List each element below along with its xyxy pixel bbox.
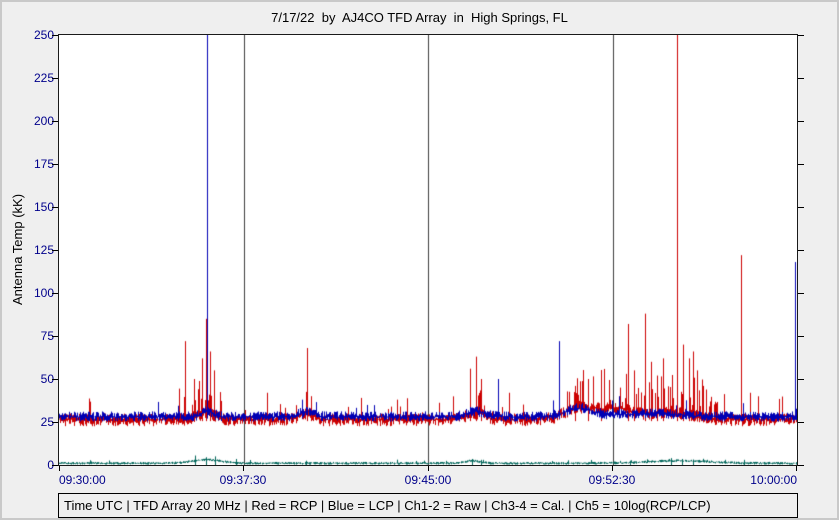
y-tick-label: 75 (40, 329, 54, 343)
y-tick-mark (798, 164, 804, 165)
y-tick-label: 200 (33, 114, 54, 128)
y-tick-mark (52, 422, 58, 423)
y-tick-mark (798, 35, 804, 36)
y-tick-mark (52, 35, 58, 36)
x-tick-label: 09:45:00 (404, 473, 452, 487)
y-tick-mark (798, 293, 804, 294)
y-tick-label: 125 (33, 243, 54, 257)
y-tick-mark (52, 121, 58, 122)
y-tick-label: 250 (33, 28, 54, 42)
y-tick-label: 100 (33, 286, 54, 300)
y-tick-mark (798, 207, 804, 208)
plot-area[interactable] (58, 34, 798, 466)
y-tick-mark (798, 465, 804, 466)
x-tick-label: 09:37:30 (219, 473, 267, 487)
x-tick-mark (428, 466, 429, 471)
y-tick-label: 0 (47, 458, 54, 472)
y-tick-mark (52, 465, 58, 466)
x-tick-mark (796, 466, 797, 471)
status-bar: Time UTC | TFD Array 20 MHz | Red = RCP … (58, 493, 798, 518)
chart-canvas[interactable] (59, 35, 797, 465)
y-tick-label: 175 (33, 157, 54, 171)
x-tick-label: 09:52:30 (588, 473, 636, 487)
y-tick-mark (52, 336, 58, 337)
y-tick-mark (52, 207, 58, 208)
y-tick-mark (798, 336, 804, 337)
y-tick-label: 150 (33, 200, 54, 214)
x-tick-label: 09:30:00 (59, 473, 106, 487)
y-tick-mark (52, 379, 58, 380)
y-tick-mark (798, 422, 804, 423)
y-tick-mark (52, 250, 58, 251)
y-tick-mark (798, 121, 804, 122)
y-tick-mark (52, 78, 58, 79)
y-tick-label: 25 (40, 415, 54, 429)
y-tick-label: 225 (33, 71, 54, 85)
y-tick-mark (798, 78, 804, 79)
x-tick-mark (612, 466, 613, 471)
y-tick-mark (52, 293, 58, 294)
x-tick-label: 10:00:00 (750, 473, 797, 487)
y-tick-mark (52, 164, 58, 165)
y-tick-mark (798, 379, 804, 380)
y-tick-mark (798, 250, 804, 251)
x-tick-mark (243, 466, 244, 471)
x-tick-mark (59, 466, 60, 471)
y-tick-label: 50 (40, 372, 54, 386)
chart-title: 7/17/22 by AJ4CO TFD Array in High Sprin… (271, 10, 568, 25)
